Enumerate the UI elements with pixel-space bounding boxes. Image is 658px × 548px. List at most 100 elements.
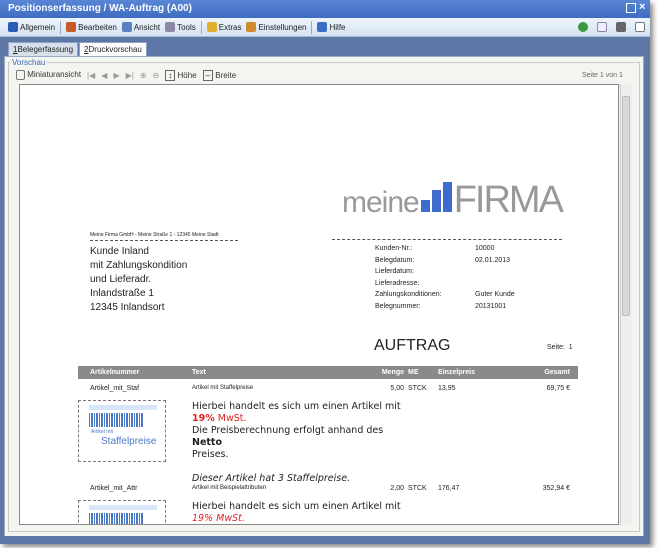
desc-vat: 19% MwSt. [192,413,412,425]
cell-menge: 2,00 [390,485,404,492]
status-band [0,536,650,544]
fit-width-button[interactable]: – Breite [202,69,237,81]
tab-druckvorschau[interactable]: 2Druckvorschau [79,42,147,57]
info-row: Belegnummer: 20131001 [375,301,515,313]
info-label: Belegdatum: [375,256,415,264]
sender-line: Meine Firma GmbH - Meine Straße 1 - 1234… [90,232,238,241]
first-page-icon[interactable]: |◀ [87,70,96,80]
menu-label: Bearbeiten [78,22,117,32]
column-header: ME [408,369,419,376]
info-value: 20131001 [475,302,507,310]
preview-toolbar: Miniaturansicht |◀ ◀ ▶ ▶| ⊕ ⊖ ↕ Höhe – B… [16,69,237,81]
info-label: Lieferadresse: [375,279,420,287]
tab-key: 1 [13,45,18,54]
tab-bar: 1Belegerfassung 2Druckvorschau [8,42,148,57]
cell-text: Artikel mit Staffelpreise [192,385,254,391]
page-number: 1 [568,344,573,351]
restore-icon[interactable] [626,3,636,13]
info-row: Zahlungskonditionen: Guter Kunde [375,289,515,301]
scrollbar-thumb[interactable] [622,96,630,316]
cell-me: STCK [408,385,427,392]
image-caption: Artikel mit [91,429,113,435]
menu-ansicht[interactable]: Ansicht [121,22,161,32]
menu-einstellungen[interactable]: Einstellungen [246,22,306,32]
cell-gesamt: 352,94 € [542,485,570,492]
barcode [89,413,143,427]
info-label: Belegnummer: [375,302,421,310]
vat-label: MwSt. [217,413,247,424]
cell-gesamt: 69,75 € [546,385,570,392]
cell-nr: Artikel_mit_Attr [90,485,138,492]
column-header: Gesamt [544,369,570,376]
zoom-in-icon[interactable]: ⊕ [139,70,147,80]
menu-extras[interactable]: Extras [206,22,242,32]
column-header: Menge [381,369,404,376]
menu-label: Hilfe [329,22,346,32]
fit-height-button[interactable]: ↕ Höhe [165,69,197,81]
desc-note: Dieser Artikel hat 3 Staffelpreise. [192,473,351,484]
prev-page-icon[interactable]: ◀ [101,70,108,80]
cell-menge: 5,00 [390,385,404,392]
tab-label: Belegerfassung [17,45,74,54]
preview-group [8,62,640,532]
image-title: Staffelpreise [101,436,157,447]
printer-icon[interactable] [616,22,626,32]
document-page: meine FIRMA Meine Firma GmbH - Meine Stra… [19,84,619,525]
desc-text: Die Preisberechnung erfolgt anhand des [192,425,384,436]
barcode-header [89,405,157,410]
column-header: Text [192,369,206,376]
document-title: AUFTRAG [374,337,451,354]
vat-rate: 19% MwSt. [192,513,245,524]
mail-icon[interactable] [635,22,645,32]
edit-icon [66,22,77,32]
article-image: Artikel mit Staffelpreise [78,400,166,462]
desc-bold: Netto [192,437,223,448]
menu-bearbeiten[interactable]: Bearbeiten [66,22,117,32]
menu-hilfe[interactable]: Hilfe [317,22,346,32]
menu-label: Ansicht [133,22,161,32]
cell-me: STCK [408,485,427,492]
menu-label: Extras [218,22,242,32]
desc-line: Hierbei handelt es sich um einen Artikel… [192,501,401,512]
info-divider [332,239,562,240]
info-row: Belegdatum: 02.01.2013 [375,255,515,267]
desc-vat: 19% MwSt. [192,513,412,524]
tab-label: Druckvorschau [88,45,142,54]
document-icon[interactable] [597,22,607,32]
thumbnail-icon [16,70,25,80]
logo-text-2: FIRMA [453,179,564,221]
next-page-icon[interactable]: ▶ [113,70,120,80]
gear-icon [165,22,176,32]
info-row: Lieferadresse: [375,278,515,290]
vat-rate: 19% [192,413,215,424]
tab-key: 2 [84,45,89,54]
zoom-out-icon[interactable]: ⊖ [152,70,160,80]
address-line: und Lieferadr. [90,274,152,285]
arrow-icon [8,22,18,32]
address-line: 12345 Inlandsort [90,302,165,313]
toolbar-separator [200,20,202,34]
logo-text-1: meine [342,186,420,219]
info-value: Guter Kunde [475,291,515,298]
cell-preis: 176,47 [438,485,460,492]
fit-width-icon: – [202,69,214,81]
menu-label: Allgemein [20,22,56,32]
tab-belegerfassung[interactable]: 1Belegerfassung [8,42,79,56]
article-image [78,500,166,524]
last-page-icon[interactable]: ▶| [125,70,134,80]
cell-nr: Artikel_mit_Staf [90,385,140,392]
table-header: Artikelnummer Text Menge ME Einzelpreis Gesam… [78,366,578,379]
info-label: Zahlungskonditionen: [375,291,442,298]
fit-width-label: Breite [215,70,237,80]
globe-icon[interactable] [578,22,588,32]
menu-label: Tools [177,22,196,32]
thumbnail-button[interactable]: Miniaturansicht [16,70,81,80]
info-row: Kunden-Nr.: 10000 [375,243,515,255]
settings-icon [246,22,257,32]
fit-height-label: Höhe [177,70,197,80]
close-icon[interactable]: × [639,1,646,13]
info-label: Kunden-Nr.: [375,245,413,252]
menu-allgemein[interactable]: Allgemein [8,22,55,32]
info-value: 10000 [475,245,495,252]
menu-tools[interactable]: Tools [165,22,196,32]
